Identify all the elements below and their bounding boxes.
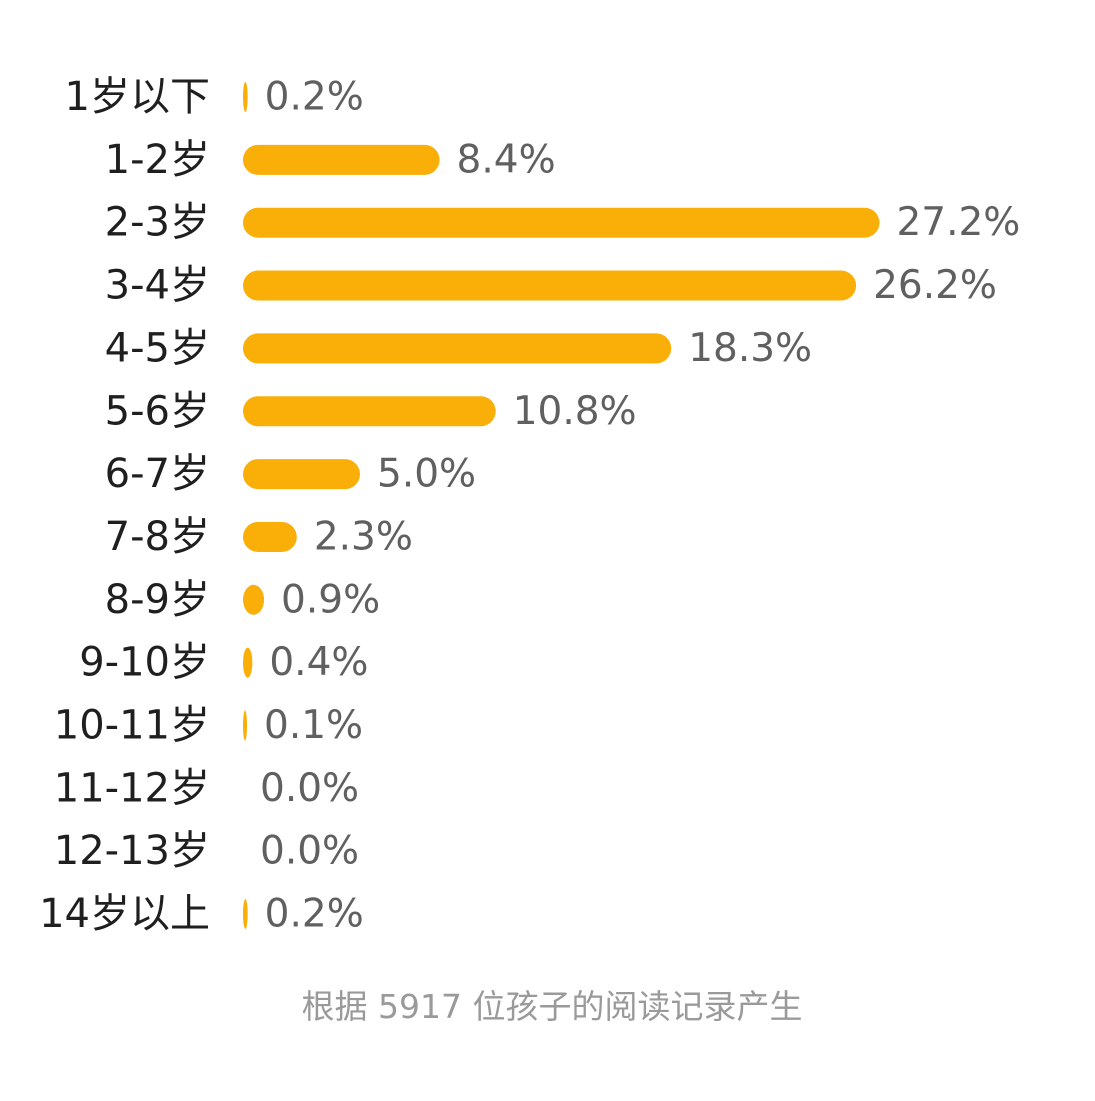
bar bbox=[243, 270, 857, 301]
bar bbox=[243, 584, 265, 615]
bar bbox=[243, 144, 440, 175]
value-label: 0.0% bbox=[260, 766, 359, 811]
category-label: 12-13岁 bbox=[54, 828, 210, 874]
category-label: 14岁以上 bbox=[39, 891, 210, 937]
category-label: 9-10岁 bbox=[79, 640, 210, 686]
category-label: 11-12岁 bbox=[54, 765, 210, 811]
value-label: 26.2% bbox=[873, 263, 997, 308]
bar bbox=[243, 647, 253, 678]
bar bbox=[243, 333, 672, 364]
category-label: 7-8岁 bbox=[105, 514, 210, 560]
value-label: 18.3% bbox=[688, 326, 812, 371]
category-label: 10-11岁 bbox=[54, 703, 210, 749]
bar bbox=[243, 521, 297, 552]
value-label: 0.4% bbox=[269, 640, 368, 685]
category-labels: 1岁以下 1-2岁 2-3岁 3-4岁 4-5岁 5-6岁 6-7岁 7-8岁 8-9岁 9-10… bbox=[39, 74, 210, 937]
bar bbox=[243, 459, 360, 490]
value-label: 0.9% bbox=[281, 577, 380, 622]
category-label: 6-7岁 bbox=[105, 451, 210, 497]
value-label: 0.0% bbox=[260, 829, 359, 874]
value-label: 27.2% bbox=[896, 200, 1020, 245]
bars bbox=[243, 82, 880, 930]
category-label: 8-9岁 bbox=[105, 577, 210, 623]
value-label: 0.1% bbox=[264, 703, 363, 748]
category-label: 2-3岁 bbox=[105, 200, 210, 246]
value-label: 2.3% bbox=[314, 514, 413, 559]
value-label: 5.0% bbox=[377, 452, 476, 497]
value-labels: 0.2% 8.4% 27.2% 26.2% 18.3% 10.8% 5.0% 2.3% 0.9%… bbox=[260, 75, 1020, 937]
bar bbox=[243, 82, 248, 112]
category-label: 3-4岁 bbox=[105, 263, 210, 309]
value-label: 8.4% bbox=[457, 137, 556, 182]
value-label: 0.2% bbox=[265, 75, 364, 120]
footnote: 根据 5917 位孩子的阅读记录产生 bbox=[302, 987, 803, 1026]
value-label: 10.8% bbox=[513, 389, 637, 434]
bar bbox=[243, 207, 880, 238]
category-label: 1-2岁 bbox=[105, 137, 210, 183]
value-label: 0.2% bbox=[265, 892, 364, 937]
category-label: 4-5岁 bbox=[105, 325, 210, 371]
category-label: 5-6岁 bbox=[105, 388, 210, 434]
bar bbox=[243, 899, 248, 930]
category-label: 1岁以下 bbox=[65, 74, 210, 120]
bar bbox=[243, 710, 247, 741]
bar bbox=[243, 396, 496, 427]
